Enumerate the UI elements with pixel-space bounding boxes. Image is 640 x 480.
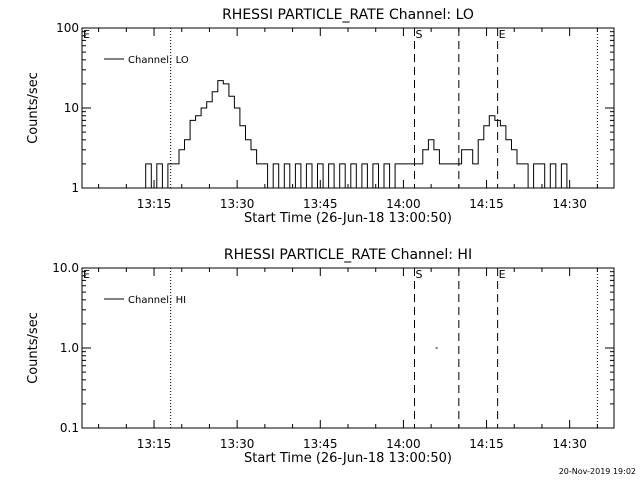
y-tick-label: 100: [56, 21, 79, 35]
x-tick-label: 14:30: [552, 197, 587, 211]
event-marker: E: [83, 268, 90, 281]
x-tick-label: 14:15: [469, 437, 504, 451]
y-tick-label: 10.0: [52, 261, 79, 275]
x-tick-label: 14:00: [386, 197, 421, 211]
x-tick-label: 14:00: [386, 437, 421, 451]
event-marker: E: [499, 268, 506, 281]
y-tick-label: 0.1: [60, 421, 79, 435]
chart-title: RHESSI PARTICLE_RATE Channel: HI: [224, 247, 472, 263]
legend-label: Channel: LO: [128, 55, 189, 66]
chart-panel-1: RHESSI PARTICLE_RATE Channel: LO 13:15 13:…: [26, 7, 615, 226]
plot-frame: [81, 267, 615, 429]
x-tick-label: 13:45: [303, 437, 338, 451]
x-tick-label: 13:15: [137, 437, 172, 451]
chart-title: RHESSI PARTICLE_RATE Channel: LO: [222, 7, 474, 23]
event-marker: S: [416, 28, 423, 41]
event-marker: E: [499, 28, 506, 41]
event-marker: S: [416, 268, 423, 281]
event-marker: E: [83, 28, 90, 41]
x-tick-label: 13:30: [220, 437, 255, 451]
timestamp: 20-Nov-2019 19:02: [559, 467, 636, 476]
legend-label: Channel: HI: [128, 295, 186, 306]
y-axis-label: Counts/sec: [26, 72, 41, 144]
y-tick-label: 10: [64, 101, 79, 115]
y-tick-label: 1: [71, 181, 79, 195]
y-tick-label: 1.0: [60, 341, 79, 355]
x-tick-label: 13:30: [220, 197, 255, 211]
x-axis-label: Start Time (26-Jun-18 13:00:50): [244, 211, 452, 226]
x-axis-label: Start Time (26-Jun-18 13:00:50): [244, 451, 452, 466]
x-tick-label: 13:15: [137, 197, 172, 211]
x-tick-label: 14:30: [552, 437, 587, 451]
y-axis-label: Counts/sec: [26, 312, 41, 384]
series-line: [95, 80, 578, 189]
x-tick-label: 14:15: [469, 197, 504, 211]
x-tick-label: 13:45: [303, 197, 338, 211]
chart-panel-2: RHESSI PARTICLE_RATE Channel: HI 13:15 13:…: [26, 247, 615, 466]
